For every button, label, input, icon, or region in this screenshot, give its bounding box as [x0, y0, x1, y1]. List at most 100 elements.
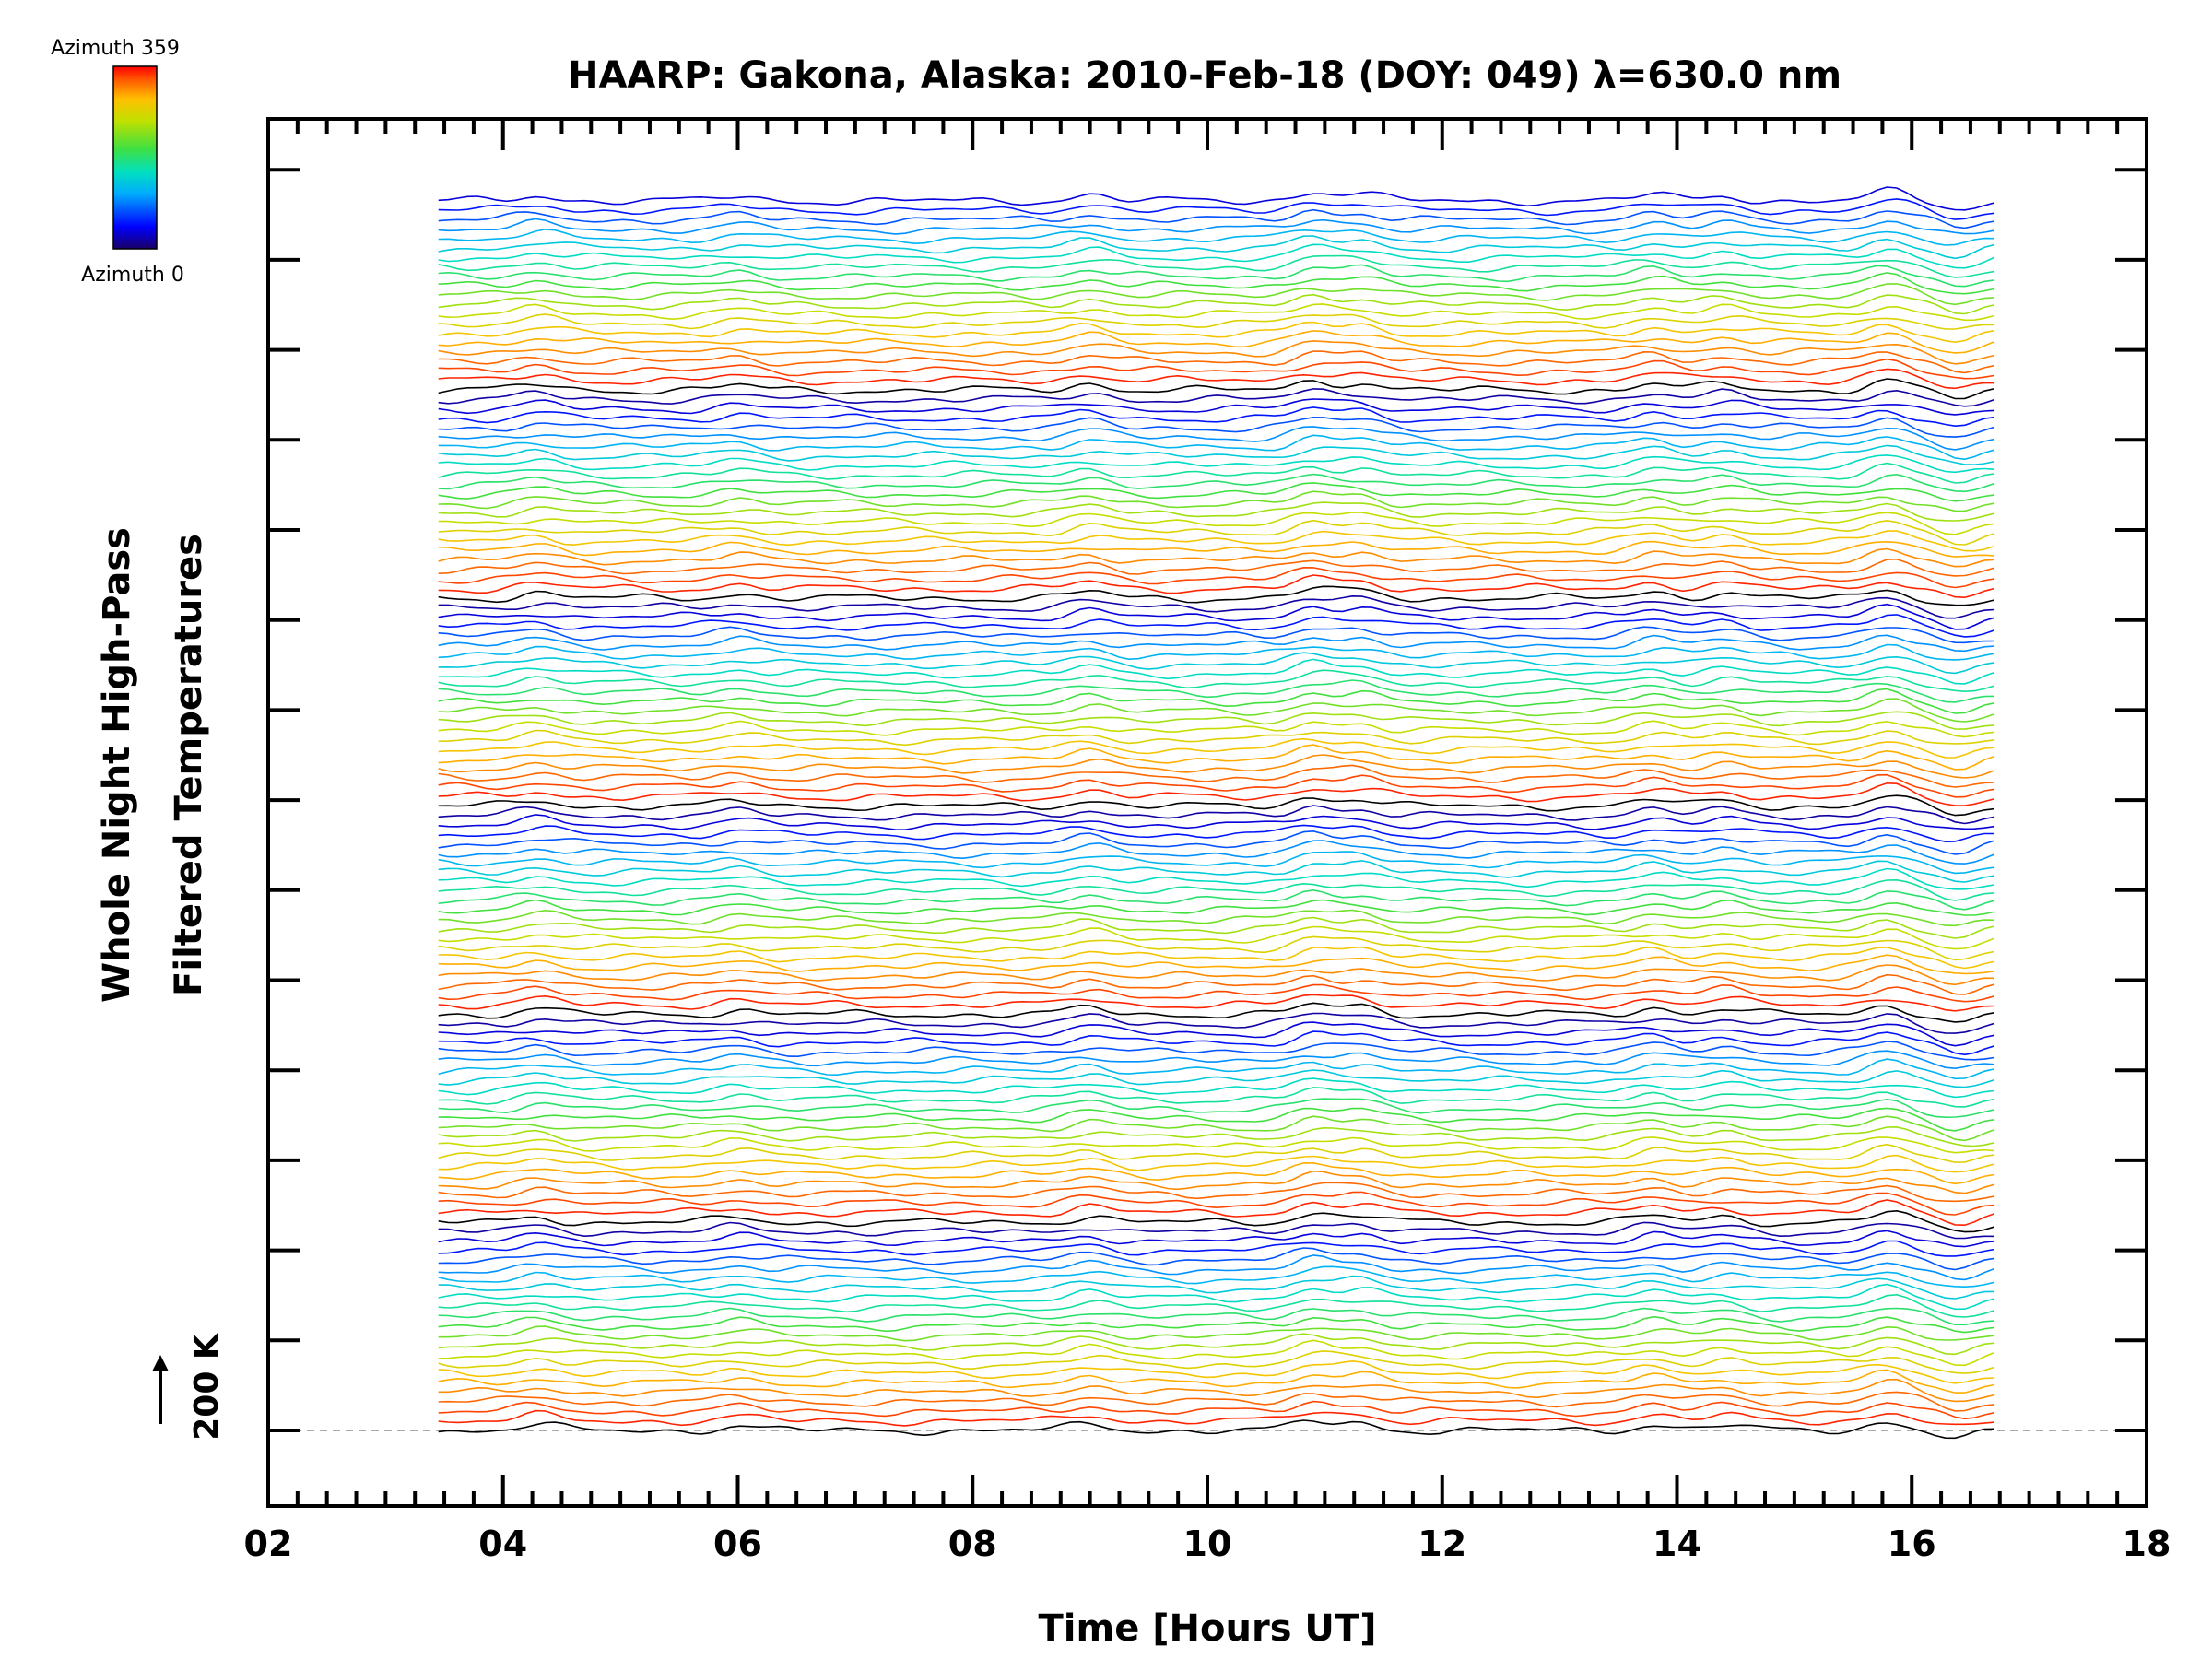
data-series-line	[438, 398, 1994, 416]
data-series-line	[438, 954, 1994, 975]
data-series-line	[438, 935, 1994, 961]
data-series-line	[438, 925, 1994, 950]
data-series-line	[438, 585, 1994, 606]
data-series-line	[438, 1041, 1994, 1061]
data-series-line	[438, 254, 1994, 278]
data-series-line	[438, 530, 1994, 552]
data-series-line	[438, 321, 1994, 344]
data-series-line	[438, 293, 1994, 315]
x-tick-label: 10	[1183, 1524, 1232, 1564]
data-series-line	[438, 558, 1994, 577]
data-series-line	[438, 235, 1994, 260]
data-series-line	[438, 711, 1994, 730]
data-series-line	[438, 1182, 1994, 1203]
data-series-line	[438, 350, 1994, 374]
data-series-line	[438, 473, 1994, 493]
data-series-line	[438, 1170, 1994, 1194]
data-series-line	[438, 198, 1994, 220]
data-series-line	[438, 909, 1994, 927]
data-series-line	[438, 388, 1994, 407]
data-series-line	[438, 782, 1994, 806]
data-series-line	[438, 679, 1994, 703]
data-series-line	[438, 229, 1994, 246]
data-series-line	[438, 1077, 1994, 1099]
data-series-line	[438, 1254, 1994, 1281]
data-series-line	[438, 1350, 1994, 1374]
data-series-line	[438, 1283, 1994, 1311]
data-series-line	[438, 1012, 1994, 1034]
data-series-line	[438, 658, 1994, 685]
data-series-line	[438, 566, 1994, 589]
data-series-line	[438, 454, 1994, 474]
data-series-line	[438, 878, 1994, 901]
data-series-line	[438, 490, 1994, 512]
colorbar-bottom-label: Azimuth 0	[81, 264, 184, 287]
data-series-line	[438, 603, 1994, 630]
data-series-line	[438, 1391, 1994, 1412]
data-series-line	[438, 1115, 1994, 1142]
data-series-line	[438, 744, 1994, 771]
data-series-line	[438, 462, 1994, 484]
data-series-line	[438, 840, 1994, 865]
scale-bar-arrow-icon	[152, 1355, 169, 1371]
scale-bar-label: 200 K	[188, 1333, 226, 1441]
data-series-line	[438, 634, 1994, 653]
data-series-line	[438, 1058, 1994, 1080]
data-series-line	[438, 330, 1994, 354]
data-series-line	[438, 406, 1994, 428]
data-series-line	[438, 964, 1994, 986]
data-series-line	[438, 1325, 1994, 1342]
data-series-line	[438, 358, 1994, 380]
data-series-line	[438, 1359, 1994, 1384]
x-tick-label: 04	[478, 1524, 527, 1564]
data-series-line	[438, 1087, 1994, 1108]
data-series-line	[438, 764, 1994, 788]
data-series-line	[438, 824, 1994, 843]
data-series-line	[438, 1247, 1994, 1271]
data-series-line	[438, 218, 1994, 235]
data-series-line	[438, 1293, 1994, 1318]
data-series-line	[438, 1378, 1994, 1403]
data-series-line	[438, 994, 1994, 1012]
data-series-line	[438, 916, 1994, 939]
x-tick-label: 08	[948, 1524, 997, 1564]
x-tick-label: 06	[713, 1524, 762, 1564]
x-tick-label: 16	[1888, 1524, 1936, 1564]
data-series-line	[438, 1240, 1994, 1257]
data-series-line	[438, 574, 1994, 599]
data-series-line	[438, 547, 1994, 568]
data-series-line	[438, 444, 1994, 466]
colorbar: Azimuth 359 Azimuth 0	[51, 37, 184, 287]
chart-title: HAARP: Gakona, Alaska: 2010-Feb-18 (DOY:…	[568, 54, 1841, 97]
data-series-line	[438, 1069, 1994, 1088]
data-series-line	[438, 1107, 1994, 1132]
data-series-line	[438, 860, 1994, 883]
data-series-line	[438, 1307, 1994, 1326]
scale-bar: 200 K	[152, 1333, 226, 1441]
data-series-line	[438, 434, 1994, 461]
data-series-line	[438, 698, 1994, 723]
data-series-line	[438, 814, 1994, 831]
data-series-line	[438, 626, 1994, 644]
data-series-line	[438, 1339, 1994, 1367]
data-series-line	[438, 378, 1994, 400]
data-series-line	[438, 899, 1994, 916]
data-series-line	[438, 1419, 1994, 1440]
data-series-line	[438, 426, 1994, 451]
data-series-line	[438, 946, 1994, 970]
x-tick-label: 02	[244, 1524, 293, 1564]
data-series-line	[438, 1315, 1994, 1334]
y-axis-label-line1: Whole Night High-Pass	[96, 527, 138, 1003]
data-series-line	[438, 416, 1994, 438]
y-axis-label-line2: Filtered Temperatures	[168, 534, 210, 996]
data-series-line	[438, 1369, 1994, 1394]
data-series-line	[438, 186, 1994, 211]
data-series-line	[438, 243, 1994, 269]
data-series-line	[438, 1021, 1994, 1047]
colorbar-gradient	[112, 65, 158, 250]
data-series-line	[438, 368, 1994, 390]
data-series-line	[438, 1409, 1994, 1427]
data-series-line	[438, 1221, 1994, 1240]
x-tick-label: 14	[1653, 1524, 1701, 1564]
data-series-line	[438, 1002, 1994, 1023]
